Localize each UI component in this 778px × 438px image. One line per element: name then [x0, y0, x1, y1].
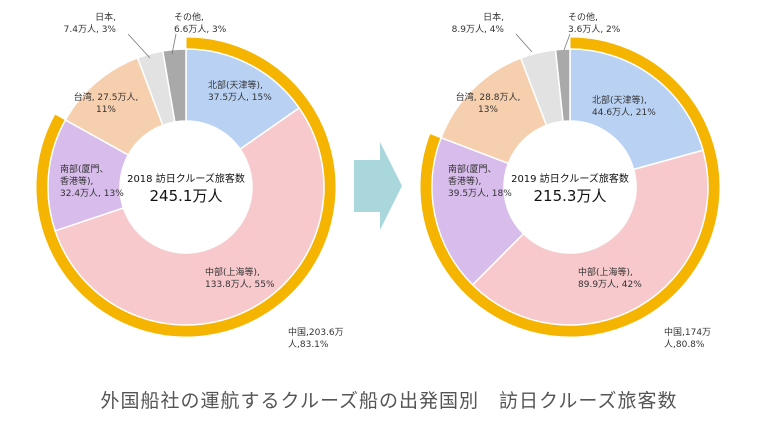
leader-line	[171, 33, 177, 55]
transition-arrow-icon	[354, 142, 402, 230]
label-taiwan: 台湾, 27.5万人, 11%	[74, 91, 139, 115]
leader-line	[127, 33, 151, 59]
label-other: その他, 3.6万人, 2%	[568, 11, 621, 35]
center-title: 2019 訪日クルーズ旅客数	[511, 172, 629, 185]
label-central: 中部(上海等), 133.8万人, 55%	[205, 266, 275, 290]
label-japan: 日本, 8.9万人, 4%	[452, 11, 505, 35]
donut-hole	[120, 121, 252, 253]
label-other: その他, 6.6万人, 3%	[174, 11, 227, 35]
donut-hole	[504, 121, 636, 253]
label-south: 南部(厦門、香港等), 39.5万人, 18%	[448, 163, 512, 199]
donut-chart-2: 2019 訪日クルーズ旅客数 215.3万人 北部(天津等), 44.6万人, 21%…	[419, 11, 721, 350]
label-north: 北部(天津等), 37.5万人, 15%	[208, 79, 272, 103]
label-taiwan: 台湾, 28.8万人, 13%	[456, 91, 521, 115]
label-outer: 中国,174万人,80.8%	[664, 326, 711, 350]
center-total: 245.1万人	[150, 187, 223, 205]
label-japan: 日本, 7.4万人, 3%	[64, 11, 117, 35]
leader-line	[563, 33, 571, 51]
label-central: 中部(上海等), 89.9万人, 42%	[578, 266, 642, 290]
leader-line	[515, 33, 533, 53]
figure-caption: 外国船社の運航するクルーズ船の出発国別 訪日クルーズ旅客数	[100, 390, 678, 412]
donut-chart-1: 2018 訪日クルーズ旅客数 245.1万人 北部(天津等), 37.5万人, 15%…	[35, 11, 344, 350]
label-south: 南部(厦門、香港等), 32.4万人, 13%	[60, 163, 124, 199]
center-title: 2018 訪日クルーズ旅客数	[127, 172, 245, 185]
center-total: 215.3万人	[534, 187, 607, 205]
label-north: 北部(天津等), 44.6万人, 21%	[592, 94, 656, 118]
label-outer: 中国,203.6万人,83.1%	[288, 326, 344, 350]
